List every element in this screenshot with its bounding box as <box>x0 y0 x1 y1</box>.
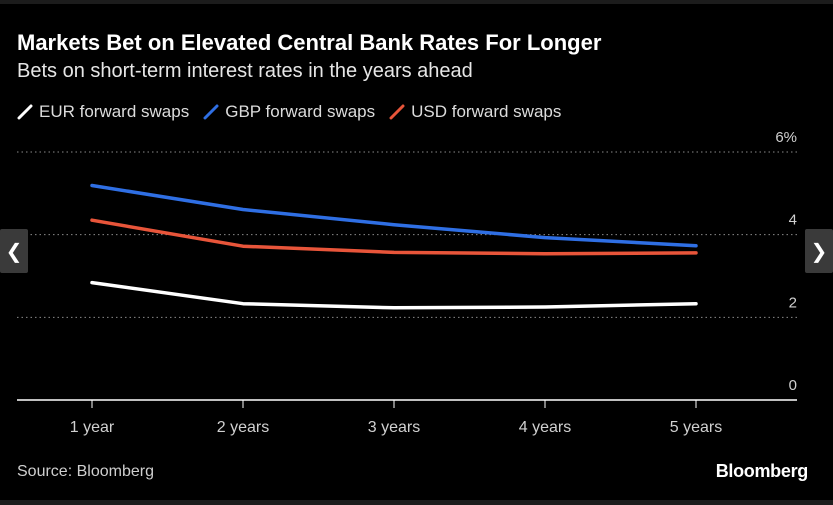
legend-label-gbp: GBP forward swaps <box>225 102 376 121</box>
previous-chart-button[interactable]: ❮ <box>0 229 28 273</box>
legend-label-eur: EUR forward swaps <box>39 102 190 121</box>
series-line-gbp <box>90 183 698 248</box>
bloomberg-logo: Bloomberg <box>715 461 809 481</box>
chevron-left-icon: ❮ <box>5 240 23 263</box>
legend-item-gbp: GBP forward swaps <box>203 102 375 122</box>
next-chart-button[interactable]: ❯ <box>805 229 833 273</box>
series-line-usd <box>90 218 698 256</box>
y-tick-label: 4 <box>789 212 797 229</box>
source-note: Source: Bloomberg <box>17 463 154 480</box>
x-tick-label: 3 years <box>368 419 420 436</box>
legend-item-usd: USD forward swaps <box>389 102 561 122</box>
x-tick-label: 1 year <box>70 419 115 436</box>
legend-swatch-eur <box>17 104 33 120</box>
x-tick-label: 5 years <box>670 419 722 436</box>
y-tick-label: 0 <box>789 377 797 394</box>
chart-title: Markets Bet on Elevated Central Bank Rat… <box>17 30 602 55</box>
x-tick-label: 4 years <box>519 419 571 436</box>
legend-swatch-gbp <box>203 104 219 120</box>
legend: EUR forward swaps GBP forward swaps USD … <box>17 100 575 124</box>
legend-item-eur: EUR forward swaps <box>17 102 189 122</box>
y-tick-label: 6% <box>775 129 797 146</box>
series-line-eur <box>90 280 698 310</box>
legend-label-usd: USD forward swaps <box>411 102 562 121</box>
x-tick-label: 2 years <box>217 419 269 436</box>
chevron-right-icon: ❯ <box>810 240 828 263</box>
y-tick-label: 2 <box>789 294 797 311</box>
legend-swatch-usd <box>389 104 405 120</box>
chart-subtitle: Bets on short-term interest rates in the… <box>17 60 473 82</box>
